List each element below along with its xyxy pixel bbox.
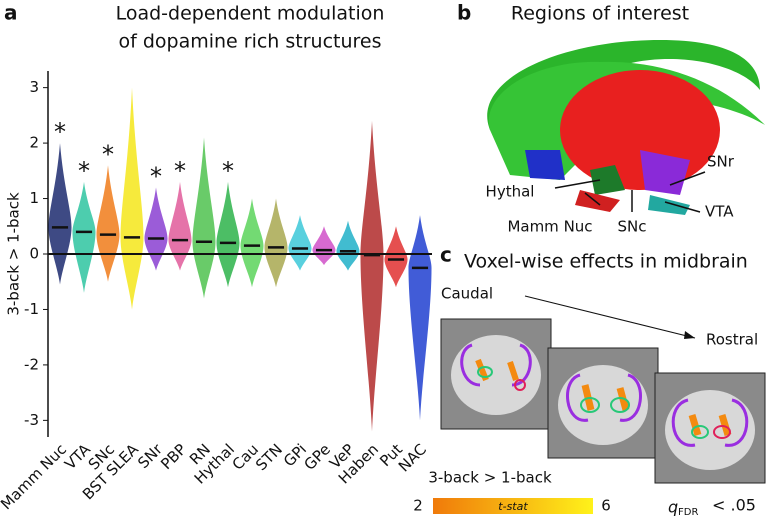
significance-star: * bbox=[150, 162, 162, 190]
colorbar-title: 3-back > 1-back bbox=[428, 469, 552, 487]
y-tick-label: 1 bbox=[29, 189, 39, 207]
violin bbox=[48, 143, 72, 285]
y-tick-label: 3 bbox=[29, 78, 39, 96]
caudal-label: Caudal bbox=[441, 285, 493, 303]
q-sub: FDR bbox=[678, 507, 698, 518]
violin bbox=[216, 181, 240, 288]
roi-label: Hythal bbox=[486, 183, 535, 201]
violin bbox=[144, 187, 168, 271]
panel-title: Regions of interest bbox=[511, 3, 689, 25]
x-tick-label: NAC bbox=[395, 440, 430, 475]
significance-star: * bbox=[78, 157, 90, 185]
panel-label: c bbox=[440, 243, 452, 267]
significance-star: * bbox=[102, 140, 114, 168]
roi-arrows bbox=[554, 171, 706, 213]
x-tick-label: PBP bbox=[157, 440, 190, 473]
roi-label: SNr bbox=[707, 153, 735, 171]
slices bbox=[440, 318, 766, 484]
violin bbox=[384, 226, 408, 288]
chart-title: Load-dependent modulation bbox=[116, 3, 385, 25]
violin bbox=[168, 181, 192, 271]
arrowhead bbox=[684, 331, 695, 339]
q-label: q bbox=[668, 498, 678, 517]
roi-render bbox=[487, 40, 765, 215]
violin bbox=[240, 198, 264, 288]
threshold: < .05 bbox=[712, 496, 756, 515]
violin bbox=[336, 220, 360, 271]
violin bbox=[120, 87, 144, 310]
significance-star: * bbox=[222, 157, 234, 185]
roi-label: Mamm Nuc bbox=[507, 218, 592, 236]
violin bbox=[408, 215, 432, 421]
violin bbox=[192, 137, 216, 299]
violin bbox=[288, 215, 312, 271]
roi-label: SNc bbox=[618, 218, 647, 236]
chart-title: of dopamine rich structures bbox=[118, 31, 381, 53]
y-tick-label: -2 bbox=[24, 355, 39, 373]
y-tick-label: -1 bbox=[24, 300, 39, 318]
violin bbox=[96, 165, 120, 282]
colorbar bbox=[433, 498, 593, 514]
violin bbox=[264, 198, 288, 288]
significance-star: * bbox=[54, 118, 66, 146]
roi-label: VTA bbox=[705, 203, 734, 221]
panel-label: b bbox=[457, 1, 471, 25]
y-axis-label: 3-back > 1-back bbox=[5, 192, 23, 316]
violin bbox=[312, 226, 336, 266]
colorbar-label: t-stat bbox=[498, 500, 528, 513]
violin bbox=[72, 181, 96, 293]
arrow bbox=[524, 295, 696, 339]
panel-title: Voxel-wise effects in midbrain bbox=[464, 251, 748, 273]
y-tick-label: -3 bbox=[24, 411, 39, 429]
y-tick-label: 2 bbox=[29, 134, 39, 152]
rostral-label: Rostral bbox=[706, 331, 758, 349]
colorbar-tick: 2 bbox=[413, 497, 423, 515]
y-tick-label: 0 bbox=[29, 245, 39, 263]
colorbar-tick: 6 bbox=[601, 497, 611, 515]
x-tick-label: Mamm Nuc bbox=[0, 440, 70, 513]
violin bbox=[360, 120, 384, 432]
significance-star: * bbox=[174, 157, 186, 185]
panel-label: a bbox=[4, 1, 18, 25]
